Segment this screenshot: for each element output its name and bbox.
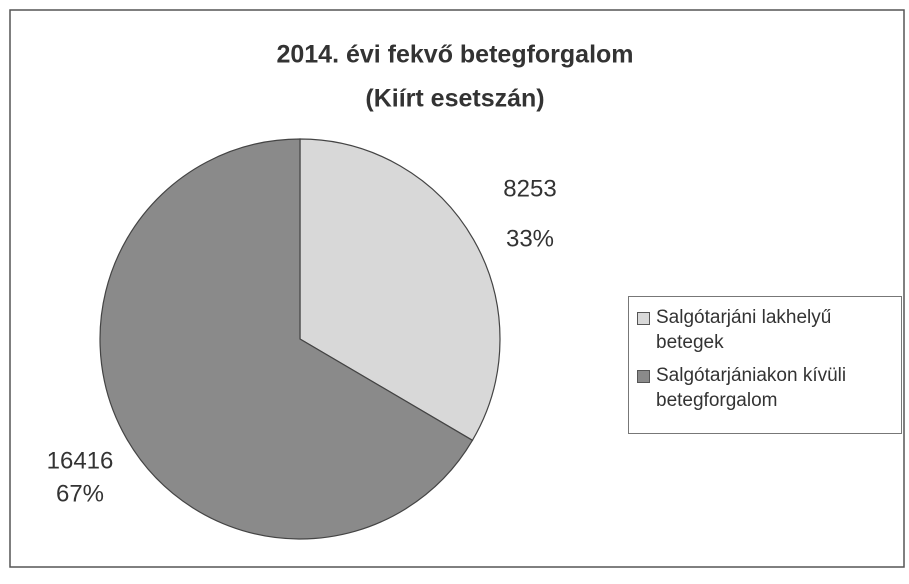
chart-title: 2014. évi fekvő betegforgalom	[276, 41, 633, 69]
pie-slice	[99, 138, 474, 540]
legend: Salgótarjáni lakhelyű betegek Salgótarján…	[628, 296, 902, 434]
pie-slice	[299, 138, 501, 442]
percent-label: 33%	[506, 225, 554, 252]
percent-label: 67%	[56, 480, 104, 507]
legend-entry: Salgótarjániakon kívüli betegforgalom	[637, 363, 895, 413]
chart-subtitle: (Kiírt esetszán)	[365, 85, 544, 113]
legend-label: Salgótarjániakon kívüli betegforgalom	[656, 365, 847, 411]
legend-swatch	[637, 370, 650, 383]
legend-entry: Salgótarjáni lakhelyű betegek	[637, 305, 895, 355]
legend-label: Salgótarjáni lakhelyű betegek	[656, 307, 832, 353]
legend-swatch	[637, 312, 650, 325]
value-label: 16416	[47, 447, 114, 474]
value-label: 8253	[503, 175, 556, 202]
